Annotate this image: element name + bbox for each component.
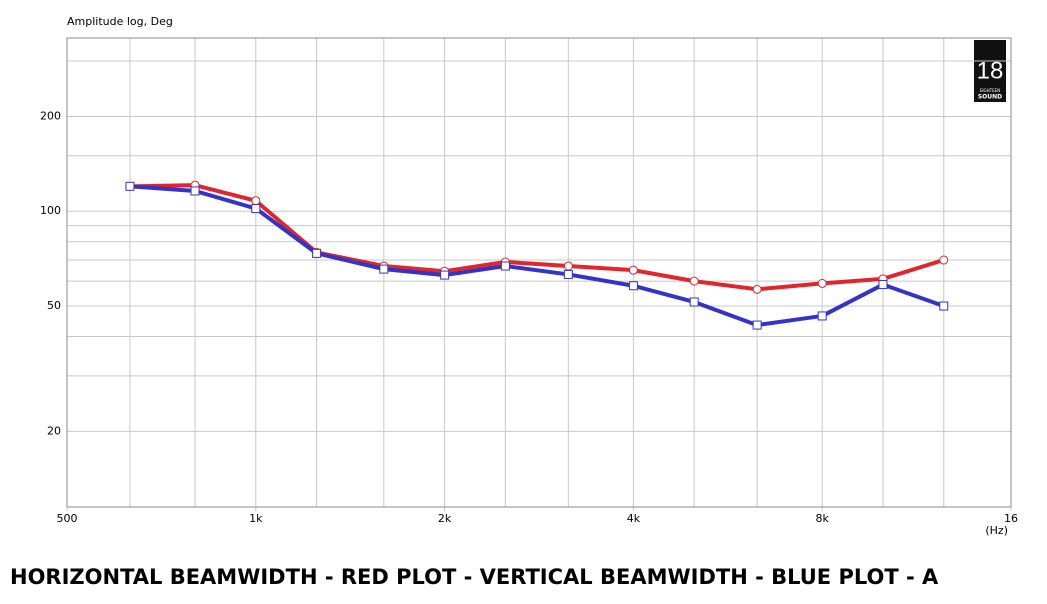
marker	[312, 248, 322, 258]
marker	[563, 269, 573, 279]
marker	[379, 264, 389, 274]
marker	[689, 276, 699, 286]
logo-text: EIGHTEEN	[980, 88, 1000, 93]
y-tick-label: 50	[47, 299, 61, 312]
x-unit: (Hz)	[985, 524, 1008, 537]
plot-frame	[66, 37, 1012, 508]
y-tick-label: 200	[40, 109, 61, 122]
x-tick-label: 500	[57, 512, 78, 525]
marker	[752, 320, 762, 330]
marker	[628, 281, 638, 291]
y-tick-label: 20	[47, 424, 61, 437]
x-tick-label: 1k	[249, 512, 263, 525]
logo: 18 EIGHTEEN SOUND	[974, 40, 1006, 102]
x-tick-label: 8k	[816, 512, 830, 525]
marker	[817, 311, 827, 321]
marker	[251, 204, 261, 214]
marker	[878, 280, 888, 290]
marker	[500, 261, 510, 271]
marker	[563, 261, 573, 271]
y-axis-label: Amplitude log, Deg	[67, 15, 173, 28]
caption: HORIZONTAL BEAMWIDTH - RED PLOT - VERTIC…	[10, 565, 939, 589]
marker	[817, 278, 827, 288]
x-tick-label: 16	[1004, 512, 1018, 525]
marker	[628, 265, 638, 275]
marker	[251, 196, 261, 206]
marker	[752, 284, 762, 294]
logo-text: SOUND	[978, 94, 1002, 101]
series-line	[129, 184, 945, 328]
marker	[190, 186, 200, 196]
x-tick-label: 4k	[627, 512, 641, 525]
x-tick-label: 2k	[438, 512, 452, 525]
marker	[440, 270, 450, 280]
marker	[125, 181, 135, 191]
y-tick-label: 100	[40, 204, 61, 217]
logo-number: 18	[977, 57, 1004, 84]
series-line	[129, 183, 945, 292]
logo-box	[974, 40, 1006, 102]
marker	[939, 301, 949, 311]
marker	[939, 255, 949, 265]
marker	[689, 297, 699, 307]
